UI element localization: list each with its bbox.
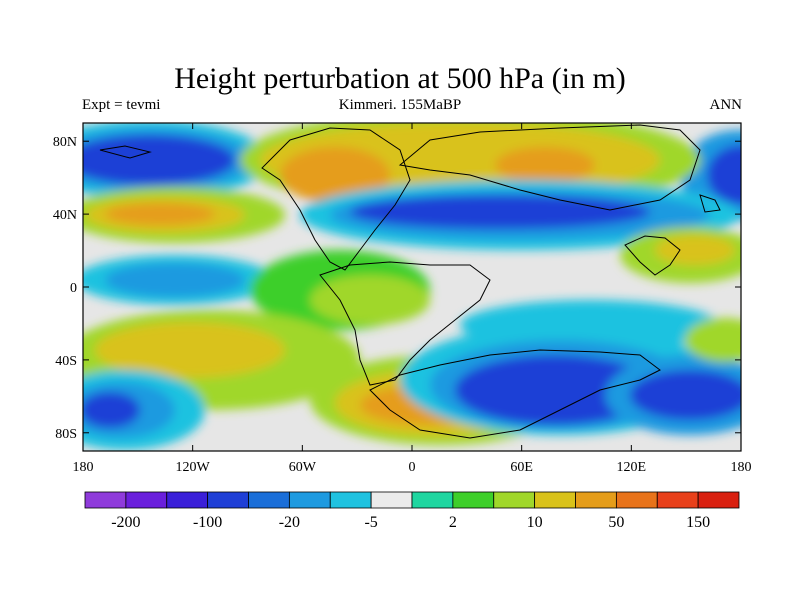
colorbar-swatch xyxy=(575,491,617,509)
colorbar-swatch xyxy=(697,491,740,509)
experiment-label: Expt = tevmi xyxy=(82,97,161,113)
season-label: ANN xyxy=(709,97,743,113)
colorbar-swatch xyxy=(656,491,699,509)
contour-field xyxy=(83,392,140,428)
colorbar-swatch xyxy=(493,491,536,509)
contour-field xyxy=(707,145,741,205)
continent-outline xyxy=(369,349,661,439)
continent-outline xyxy=(699,194,721,213)
continent-outline xyxy=(624,235,681,276)
y-tick-label: 40S xyxy=(55,354,77,369)
y-tick-label: 40N xyxy=(53,208,77,223)
colorbar-swatch xyxy=(615,491,658,509)
x-tick-label: 120E xyxy=(617,460,647,475)
colorbar-swatch xyxy=(125,491,168,509)
colorbar-label: 150 xyxy=(686,514,710,531)
colorbar: -200 -100 -20 -5 2 10 50 150 xyxy=(84,491,740,531)
continent-outlines xyxy=(99,124,721,439)
contour-field xyxy=(83,135,235,185)
x-tick-label: 0 xyxy=(409,460,416,475)
colorbar-swatch xyxy=(534,491,576,509)
y-tick-label: 80N xyxy=(53,135,77,150)
y-tick-label: 80S xyxy=(55,427,77,442)
x-tick-label: 120W xyxy=(176,460,211,475)
colorbar-label: -5 xyxy=(364,514,377,531)
contour-field xyxy=(495,147,595,183)
colorbar-swatch xyxy=(166,491,209,509)
colorbar-swatch xyxy=(370,491,413,509)
contour-field xyxy=(280,147,390,203)
continent-outline xyxy=(398,124,701,211)
colorbar-label: 2 xyxy=(449,514,457,531)
contour-field xyxy=(455,355,655,425)
colorbar-label: -100 xyxy=(193,514,222,531)
colorbar-label: 50 xyxy=(608,514,624,531)
x-tick-label: 60W xyxy=(289,460,317,475)
x-tick-label: 180 xyxy=(731,460,752,475)
contour-field xyxy=(105,263,245,297)
map-panel: 180 120W 60W 0 60E 120E 180 80N 40N 0 40S 80S xyxy=(53,122,752,475)
continent-outline xyxy=(99,145,152,159)
contour-field xyxy=(95,322,285,378)
x-axis-ticks: 180 120W 60W 0 60E 120E 180 xyxy=(73,123,752,475)
y-tick-label: 0 xyxy=(70,281,77,296)
contour-field xyxy=(105,203,215,225)
colorbar-swatch xyxy=(288,491,331,509)
colorbar-swatch xyxy=(411,491,454,509)
y-axis-ticks: 80N 40N 0 40S 80S xyxy=(53,135,741,442)
continent-outline xyxy=(319,261,491,386)
height-contour-fields xyxy=(83,123,741,450)
x-tick-label: 180 xyxy=(73,460,94,475)
period-label: Kimmeri. 155MaBP xyxy=(338,97,462,113)
colorbar-swatch xyxy=(248,491,290,509)
colorbar-swatch xyxy=(84,491,127,509)
contour-field xyxy=(630,370,741,420)
colorbar-label: -200 xyxy=(111,514,140,531)
contour-field xyxy=(310,275,430,325)
continent-outline xyxy=(261,127,411,271)
colorbar-swatch xyxy=(452,491,495,509)
colorbar-swatch xyxy=(329,491,372,509)
map-title: Height perturbation at 500 hPa (in m) xyxy=(174,62,626,95)
x-tick-label: 60E xyxy=(510,460,533,475)
colorbar-label: -20 xyxy=(279,514,300,531)
contour-field xyxy=(685,318,741,362)
contour-field xyxy=(350,195,650,229)
colorbar-swatch xyxy=(207,491,249,509)
colorbar-label: 10 xyxy=(527,514,543,531)
